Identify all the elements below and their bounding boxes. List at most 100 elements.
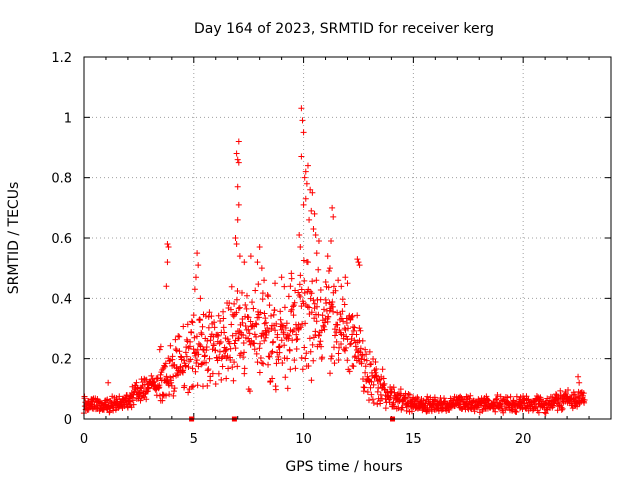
- data-point-peak: [165, 244, 172, 251]
- data-point-peak: [234, 183, 241, 190]
- data-point: [342, 326, 349, 333]
- data-point: [353, 331, 360, 338]
- data-point: [357, 327, 364, 334]
- data-point-peak: [302, 195, 309, 202]
- data-point: [318, 343, 325, 350]
- data-point: [242, 301, 249, 308]
- data-point: [402, 390, 409, 397]
- data-point-peak: [344, 280, 351, 287]
- data-point: [361, 356, 368, 363]
- data-point: [223, 346, 230, 353]
- data-point: [253, 321, 260, 328]
- data-point: [182, 349, 189, 356]
- data-point: [350, 363, 357, 370]
- data-point: [343, 333, 350, 340]
- data-point: [492, 408, 499, 415]
- data-point: [546, 397, 553, 404]
- data-point: [258, 359, 265, 366]
- data-point: [284, 355, 291, 362]
- data-point: [302, 355, 309, 362]
- data-point: [235, 305, 242, 312]
- data-point: [309, 278, 316, 285]
- data-point: [390, 384, 397, 391]
- data-point: [261, 337, 268, 344]
- data-point: [227, 345, 234, 352]
- data-point-peak: [241, 259, 248, 266]
- data-point: [170, 392, 177, 399]
- data-point: [571, 391, 578, 398]
- data-point: [287, 366, 294, 373]
- data-point: [161, 363, 168, 370]
- data-point: [250, 305, 257, 312]
- data-point-peak: [287, 283, 294, 290]
- data-point-peak: [306, 216, 313, 223]
- data-point: [204, 367, 211, 374]
- data-point: [193, 357, 200, 364]
- data-point: [308, 309, 315, 316]
- data-point: [316, 332, 323, 339]
- data-point: [102, 397, 109, 404]
- data-point: [323, 300, 330, 307]
- data-point: [282, 325, 289, 332]
- data-point: [210, 342, 217, 349]
- data-point: [212, 347, 219, 354]
- data-point: [301, 277, 308, 284]
- data-point: [366, 348, 373, 355]
- data-point: [493, 396, 500, 403]
- data-point: [285, 335, 292, 342]
- data-point: [247, 318, 254, 325]
- data-point: [381, 380, 388, 387]
- data-point: [390, 399, 397, 406]
- data-point-peak: [197, 295, 204, 302]
- data-point: [557, 387, 564, 394]
- data-point-peak: [192, 274, 199, 281]
- data-point: [230, 377, 237, 384]
- data-point: [162, 360, 169, 367]
- data-point: [166, 391, 173, 398]
- data-point: [167, 342, 174, 349]
- data-point: [231, 300, 238, 307]
- data-point: [184, 338, 191, 345]
- data-point: [288, 270, 295, 277]
- data-point: [204, 337, 211, 344]
- data-point: [241, 370, 248, 377]
- data-point: [193, 359, 200, 366]
- data-point: [313, 277, 320, 284]
- data-point: [494, 391, 501, 398]
- data-point-peak: [310, 225, 317, 232]
- data-point: [151, 378, 158, 385]
- data-point: [183, 336, 190, 343]
- data-point: [581, 399, 588, 406]
- data-point: [129, 397, 136, 404]
- data-point: [170, 373, 177, 380]
- data-point: [359, 352, 366, 359]
- data-point: [342, 344, 349, 351]
- data-point: [377, 400, 384, 407]
- data-point: [232, 345, 239, 352]
- y-tick-labels: 0 0.2 0.4 0.6 0.8 1 1.2: [51, 51, 72, 428]
- data-point: [428, 408, 435, 415]
- plot-frame: [83, 56, 612, 420]
- data-point: [169, 353, 176, 360]
- data-point: [535, 409, 542, 416]
- data-point: [239, 319, 246, 326]
- data-point: [185, 364, 192, 371]
- data-point: [265, 361, 272, 368]
- data-point-peak: [234, 216, 241, 223]
- data-point: [256, 369, 263, 376]
- data-point: [353, 346, 360, 353]
- data-point: [276, 344, 283, 351]
- data-point-peak: [296, 231, 303, 238]
- data-point-peak: [309, 189, 316, 196]
- data-point: [211, 324, 218, 331]
- data-point: [311, 315, 318, 322]
- data-point: [231, 340, 238, 347]
- data-point: [245, 335, 252, 342]
- data-point: [272, 327, 279, 334]
- data-point: [562, 390, 569, 397]
- data-point: [259, 296, 266, 303]
- data-point: [365, 397, 372, 404]
- data-point: [330, 308, 337, 315]
- data-point: [168, 379, 175, 386]
